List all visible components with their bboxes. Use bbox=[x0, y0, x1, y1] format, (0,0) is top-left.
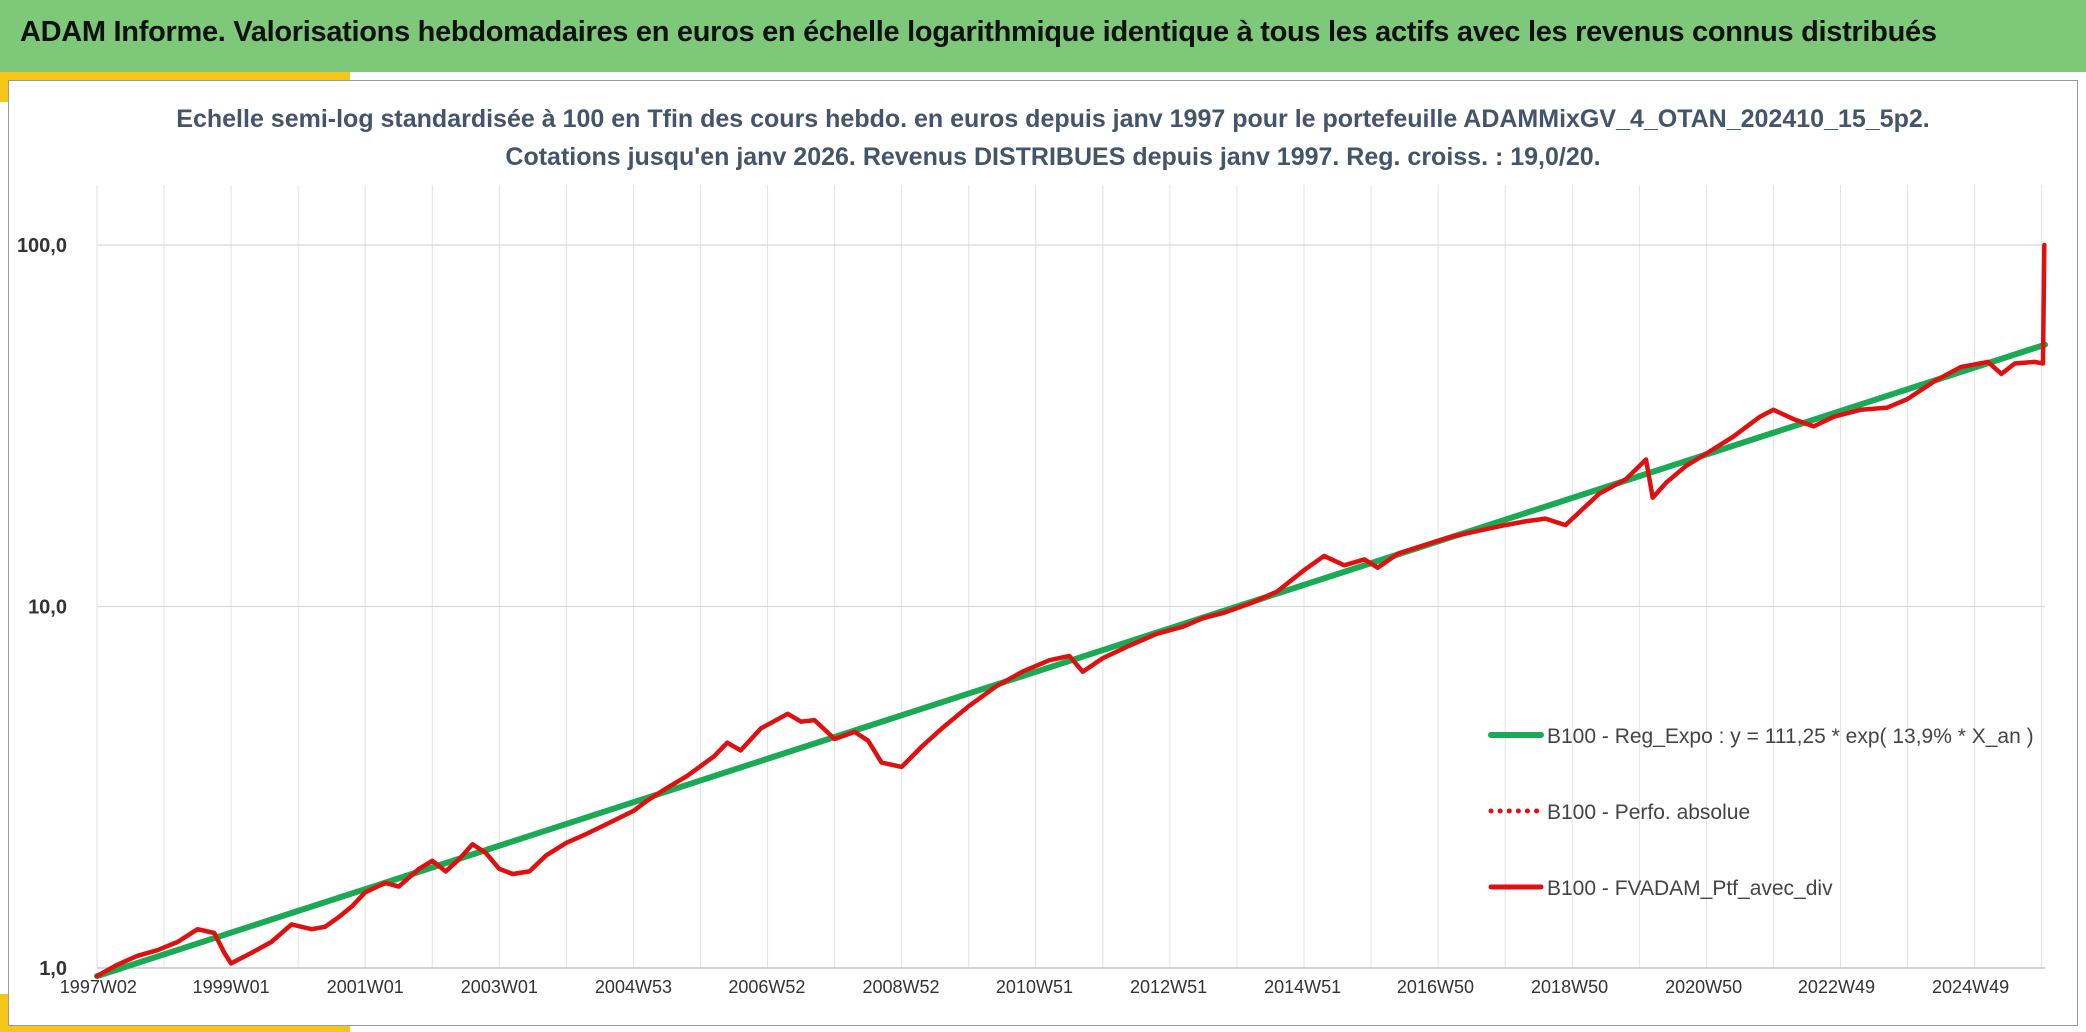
x-tick-label: 2024W49 bbox=[1932, 977, 2009, 997]
x-tick-label: 2018W50 bbox=[1531, 977, 1608, 997]
x-tick-label: 2003W01 bbox=[461, 977, 538, 997]
chart-title-line-2: Cotations jusqu'en janv 2026. Revenus DI… bbox=[505, 143, 1600, 171]
x-tick-label: 2012W51 bbox=[1130, 977, 1207, 997]
header-banner: ADAM Informe. Valorisations hebdomadaire… bbox=[0, 0, 2086, 72]
legend-label-2: B100 - Perfo. absolue bbox=[1547, 801, 1750, 824]
x-tick-label: 2014W51 bbox=[1264, 977, 1341, 997]
x-tick-label: 2020W50 bbox=[1665, 977, 1742, 997]
x-tick-label: 2006W52 bbox=[728, 977, 805, 997]
accent-bar-bottom bbox=[0, 1024, 350, 1032]
x-tick-label: 2016W50 bbox=[1397, 977, 1474, 997]
x-tick-label: 2001W01 bbox=[327, 977, 404, 997]
legend-label-3: B100 - FVADAM_Ptf_avec_div bbox=[1547, 877, 1833, 900]
y-tick-label: 1,0 bbox=[39, 958, 67, 980]
x-tick-label: 2010W51 bbox=[996, 977, 1073, 997]
accent-bar-bottom-left bbox=[0, 994, 8, 1032]
chart-frame: Echelle semi-log standardisée à 100 en T… bbox=[8, 80, 2078, 1026]
x-tick-label: 1999W01 bbox=[193, 977, 270, 997]
y-tick-label: 100,0 bbox=[17, 235, 67, 257]
accent-bar-left bbox=[0, 72, 8, 102]
accent-bar-top bbox=[0, 72, 350, 80]
series-line-3 bbox=[94, 242, 2047, 979]
legend-label-1: B100 - Reg_Expo : y = 111,25 * exp( 13,9… bbox=[1547, 725, 2034, 748]
x-tick-label: 2022W49 bbox=[1798, 977, 1875, 997]
x-tick-label: 1997W02 bbox=[60, 977, 137, 997]
x-tick-label: 2008W52 bbox=[862, 977, 939, 997]
x-tick-label: 2004W53 bbox=[595, 977, 672, 997]
chart-title-line-1: Echelle semi-log standardisée à 100 en T… bbox=[176, 105, 1929, 133]
line-chart: Echelle semi-log standardisée à 100 en T… bbox=[17, 105, 2048, 997]
banner-title: ADAM Informe. Valorisations hebdomadaire… bbox=[20, 16, 1937, 48]
y-tick-label: 10,0 bbox=[28, 597, 67, 619]
